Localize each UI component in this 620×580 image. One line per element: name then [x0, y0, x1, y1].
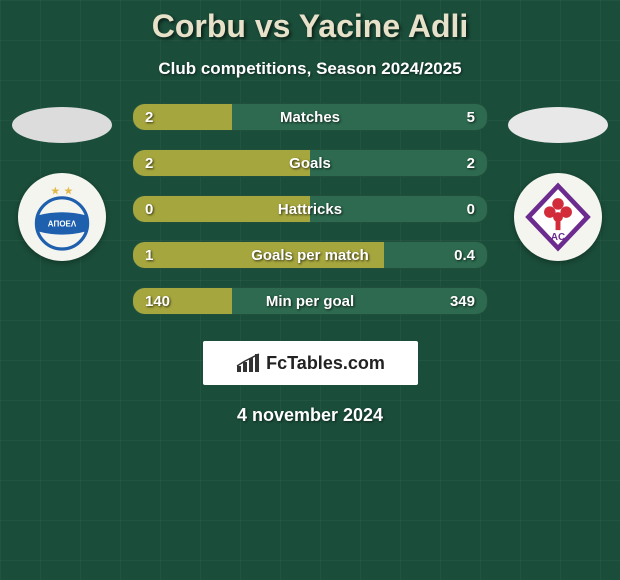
svg-text:ΑΠΟΕΛ: ΑΠΟΕΛ — [48, 220, 77, 229]
stat-row: 0Hattricks0 — [132, 195, 488, 223]
club-crest-left: ★ ★ ΑΠΟΕΛ — [18, 173, 106, 261]
stat-right-value: 0.4 — [454, 247, 475, 264]
stat-row: 140Min per goal349 — [132, 287, 488, 315]
stat-left-value: 2 — [145, 109, 153, 126]
stat-bar-left-fill — [133, 242, 384, 268]
subtitle: Club competitions, Season 2024/2025 — [0, 59, 620, 79]
player-disc-right — [508, 107, 608, 143]
stat-left-value: 0 — [145, 201, 153, 218]
stat-bar-left-fill — [133, 150, 310, 176]
stat-right-value: 0 — [467, 201, 475, 218]
stat-row: 1Goals per match0.4 — [132, 241, 488, 269]
brand-label: FcTables.com — [266, 353, 385, 374]
left-player-column: ★ ★ ΑΠΟΕΛ — [10, 103, 114, 261]
apoel-badge-icon: ★ ★ ΑΠΟΕΛ — [22, 177, 102, 257]
page-title: Corbu vs Yacine Adli — [0, 0, 620, 45]
stat-right-value: 2 — [467, 155, 475, 172]
svg-text:AC: AC — [551, 232, 565, 243]
fiorentina-badge-icon: AC — [517, 176, 599, 258]
brand-box: FcTables.com — [203, 341, 418, 385]
date-label: 4 november 2024 — [0, 405, 620, 426]
svg-text:★ ★: ★ ★ — [50, 186, 73, 198]
stat-bar-left-fill — [133, 196, 310, 222]
stat-left-value: 2 — [145, 155, 153, 172]
stats-bars: 2Matches5 2Goals2 0Hattricks0 1Goals per ma… — [132, 103, 488, 333]
stat-row: 2Matches5 — [132, 103, 488, 131]
stat-row: 2Goals2 — [132, 149, 488, 177]
stat-left-value: 140 — [145, 293, 170, 310]
brand-chart-icon — [235, 352, 261, 374]
stat-right-value: 5 — [467, 109, 475, 126]
stat-right-value: 349 — [450, 293, 475, 310]
right-player-column: AC — [506, 103, 610, 261]
player-disc-left — [12, 107, 112, 143]
club-crest-right: AC — [514, 173, 602, 261]
comparison-wrapper: ★ ★ ΑΠΟΕΛ 2Matches5 2Goals2 0Hattricks0 1Go… — [0, 103, 620, 333]
stat-left-value: 1 — [145, 247, 153, 264]
